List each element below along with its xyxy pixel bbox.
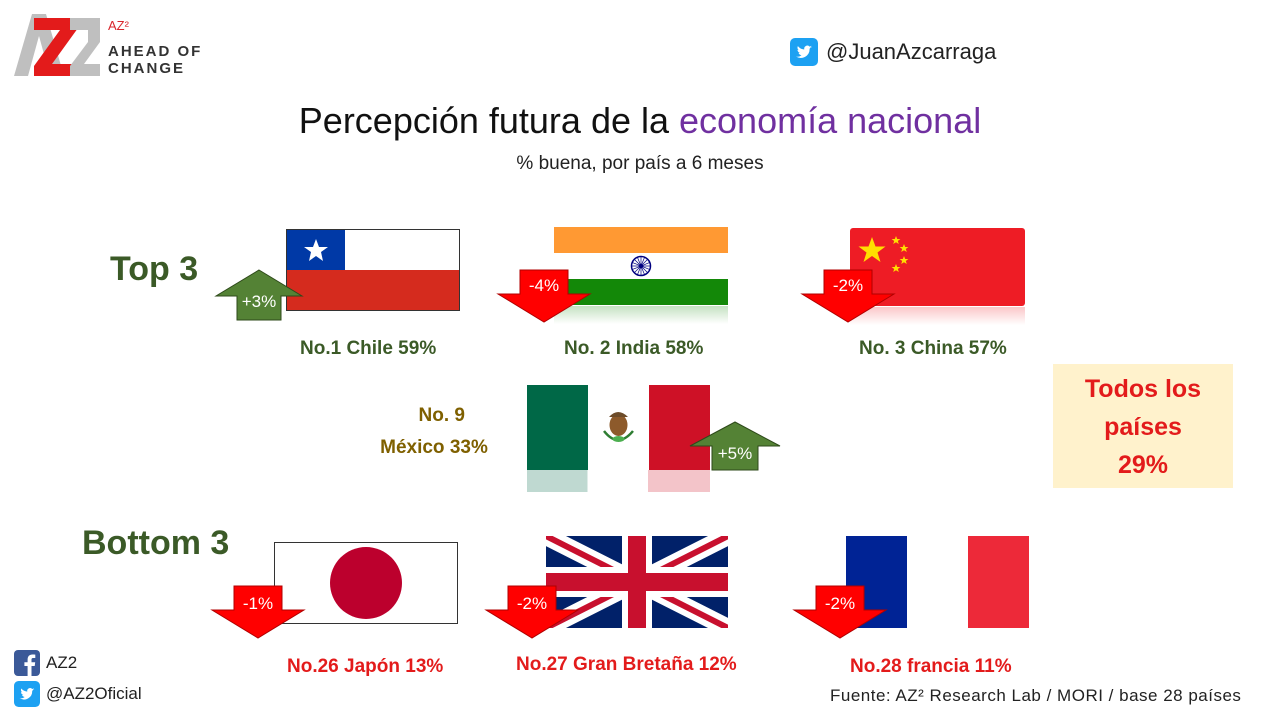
bottom-heading: Bottom 3	[82, 524, 230, 562]
mexico-rank: No. 9	[418, 405, 465, 426]
all-countries-box: Todos los países 29%	[1053, 364, 1233, 488]
header-twitter[interactable]: @JuanAzcarraga	[790, 38, 996, 66]
top-heading: Top 3	[110, 250, 199, 288]
facebook-icon	[14, 650, 40, 676]
uk-flag	[546, 536, 728, 628]
chile-up-arrow-icon	[214, 269, 304, 321]
logo-line-2: CHANGE	[108, 60, 186, 77]
chile-flag	[286, 229, 460, 311]
twitter-footer-handle: @AZ2Oficial	[46, 684, 142, 703]
chakra-icon	[630, 255, 652, 277]
twitter-handle: @JuanAzcarraga	[826, 39, 997, 64]
mexico-value: México 33%	[380, 437, 488, 458]
mexico-emblem-icon	[603, 412, 634, 442]
mexico-up-arrow-icon	[689, 421, 781, 471]
china-change: -2%	[832, 276, 864, 295]
twitter-icon	[790, 38, 818, 66]
uk-down-arrow-icon	[484, 585, 580, 639]
uk-label: No.27 Gran Bretaña 12%	[516, 654, 737, 675]
uk-change: -2%	[516, 594, 548, 613]
az2-logo	[12, 12, 104, 78]
facebook-handle: AZ2	[46, 653, 78, 672]
title-accent: economía nacional	[679, 100, 982, 141]
france-down-arrow-icon	[792, 585, 888, 639]
union-jack-icon	[546, 536, 728, 628]
france-flag	[846, 536, 1029, 628]
india-change: -4%	[528, 276, 560, 295]
japan-sun	[330, 547, 402, 619]
chile-change: +3%	[241, 292, 277, 311]
all-countries-line2: países	[1104, 413, 1182, 441]
logo-superscript: AZ²	[108, 18, 129, 33]
china-flag	[850, 228, 1025, 306]
title-main: Percepción futura de la	[298, 100, 680, 141]
footer-facebook[interactable]: AZ2	[14, 650, 77, 676]
logo-tagline: AHEAD OF CHANGE	[108, 43, 202, 77]
india-down-arrow-icon	[496, 269, 592, 323]
france-label: No.28 francia 11%	[850, 656, 1012, 677]
china-flag-reflection	[850, 307, 1025, 325]
india-flag-reflection	[554, 306, 728, 324]
china-stars-icon	[858, 236, 909, 272]
mexico-flag	[527, 385, 710, 470]
footer-twitter[interactable]: @AZ2Oficial	[14, 681, 142, 707]
france-change: -2%	[824, 594, 856, 613]
japan-down-arrow-icon	[210, 585, 306, 639]
page-title: Percepción futura de la economía naciona…	[0, 100, 1280, 142]
logo-line-1: AHEAD OF	[108, 43, 203, 60]
star-icon	[304, 239, 328, 261]
japan-label: No.26 Japón 13%	[287, 656, 444, 677]
india-flag	[554, 227, 728, 305]
japan-flag	[274, 542, 458, 624]
twitter-icon	[14, 681, 40, 707]
mexico-change: +5%	[717, 444, 753, 463]
china-down-arrow-icon	[800, 269, 896, 323]
japan-change: -1%	[242, 594, 274, 613]
china-label: No. 3 China 57%	[859, 338, 1007, 359]
mexico-label: No. 9 México 33%	[369, 400, 499, 464]
mexico-flag-reflection	[527, 470, 710, 492]
page-subtitle: % buena, por país a 6 meses	[516, 153, 764, 174]
india-label: No. 2 India 58%	[564, 338, 704, 359]
all-countries-value: 29%	[1117, 451, 1169, 479]
source-note: Fuente: AZ² Research Lab / MORI / base 2…	[830, 686, 1242, 705]
all-countries-line1: Todos los	[1084, 375, 1202, 403]
chile-label: No.1 Chile 59%	[300, 338, 437, 359]
